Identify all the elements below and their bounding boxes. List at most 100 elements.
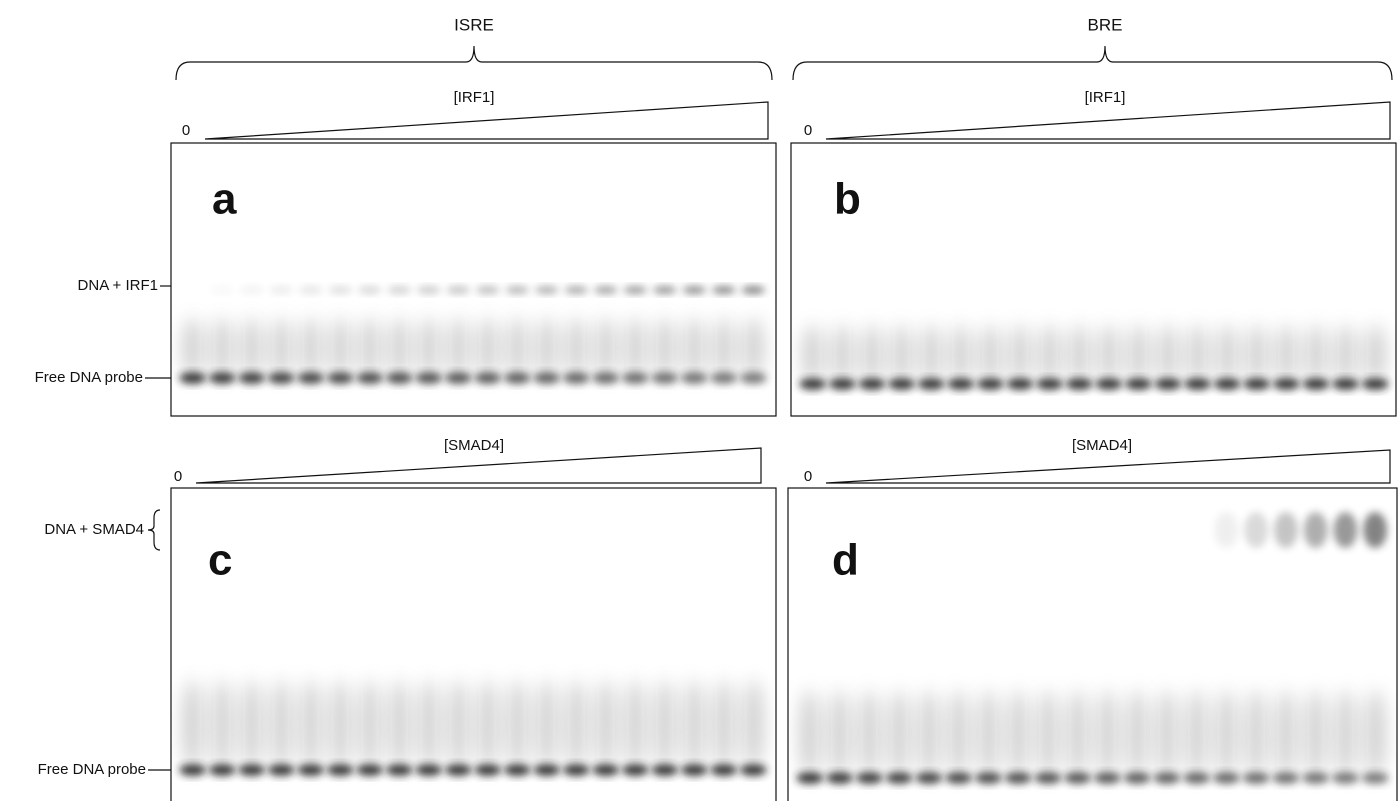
gel-band (950, 325, 972, 384)
gel-band (1068, 325, 1090, 384)
gel-band (977, 378, 1004, 390)
gel-band (1361, 772, 1389, 784)
gel-band (1302, 772, 1330, 784)
gel-band (829, 378, 856, 390)
header: ISRE (454, 15, 494, 34)
gel-band (1214, 512, 1239, 548)
gel-band (1364, 325, 1386, 384)
gel-band (711, 286, 736, 294)
wedge (204, 101, 769, 140)
gel-band (742, 680, 764, 770)
zero-label: 0 (174, 468, 182, 485)
gel-band (1273, 512, 1298, 548)
gel-band (1126, 690, 1148, 778)
gel-band (742, 318, 764, 378)
gel-band (238, 764, 266, 776)
gel-band (536, 318, 558, 378)
gel-band (683, 318, 705, 378)
gel-band (1212, 772, 1240, 784)
gel-band (891, 325, 912, 384)
gel-band (1242, 772, 1270, 784)
titrant-label: [SMAD4] (444, 437, 504, 454)
gel-band (1037, 690, 1059, 778)
gel-band (359, 680, 381, 770)
gel-band (739, 764, 767, 776)
gel-band (713, 680, 735, 770)
gel-band (359, 318, 381, 378)
gel-band (829, 690, 851, 778)
gel-band (832, 325, 853, 384)
gel-band (920, 325, 942, 384)
gel-band (595, 318, 617, 378)
gel-band (298, 286, 323, 294)
gel-band (415, 372, 443, 384)
gel-band (477, 680, 499, 770)
gel-band (1128, 325, 1149, 384)
gel-band (1067, 690, 1089, 778)
zero-label: 0 (804, 122, 812, 139)
gel-band (329, 680, 351, 770)
gel-band (855, 772, 883, 784)
gel-band (802, 325, 824, 384)
gel-band (446, 286, 471, 294)
gel-band (1064, 772, 1092, 784)
panel-letter: c (208, 536, 232, 585)
gel-band (1034, 772, 1062, 784)
gel-band (1245, 690, 1267, 778)
gel-band (533, 372, 561, 384)
header: BRE (1088, 15, 1123, 34)
bracket (147, 509, 161, 551)
gel-band (1275, 690, 1297, 778)
row-label: Free DNA probe (35, 369, 143, 386)
gel-band (179, 764, 207, 776)
gel-band (858, 690, 880, 778)
gel-band (357, 286, 382, 294)
gel-band (418, 680, 440, 770)
gel-band (387, 286, 412, 294)
gel-band (1216, 325, 1238, 384)
gel-band (328, 286, 353, 294)
gel-band (179, 372, 207, 384)
gel-band (505, 286, 530, 294)
gel-band (682, 286, 707, 294)
gel-band (915, 772, 943, 784)
gel-band (416, 286, 441, 294)
gel-band (270, 318, 292, 378)
gel-band (947, 378, 975, 390)
gel-band (713, 318, 735, 378)
gel-band (297, 764, 325, 776)
gel-band (1244, 512, 1269, 548)
gel-band (710, 372, 738, 384)
gel-band (418, 318, 440, 378)
panel-letter: b (834, 175, 861, 224)
gel-band (1187, 325, 1208, 384)
gel-band (182, 318, 204, 378)
gel-band (447, 318, 469, 378)
gel-band (885, 772, 913, 784)
gel-band (624, 680, 646, 770)
panel-letter: d (832, 536, 859, 585)
gel-band (565, 318, 587, 378)
gel-band (562, 372, 590, 384)
gel-band (799, 378, 827, 390)
gel-band (477, 318, 499, 378)
gel-band (948, 690, 970, 778)
gel-band (506, 680, 528, 770)
gel-band (888, 378, 915, 390)
gel-band (1334, 690, 1356, 778)
wedge (825, 101, 1391, 140)
gel-band (1246, 325, 1268, 384)
gel-band (326, 372, 354, 384)
gel-band (267, 372, 295, 384)
wedge (825, 449, 1391, 484)
gel-band (329, 318, 351, 378)
gel-frame (170, 142, 777, 417)
gel-band (1272, 772, 1300, 784)
gel-band (297, 372, 325, 384)
gel-band (652, 286, 677, 294)
gel-band (1276, 325, 1297, 384)
gel-band (300, 680, 322, 770)
gel-band (623, 286, 648, 294)
gel-band (621, 372, 649, 384)
gel-band (1303, 512, 1328, 548)
